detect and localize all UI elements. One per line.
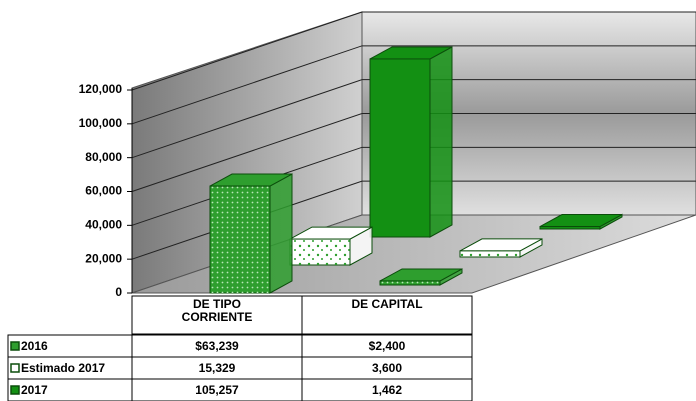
y-tick-label: 20,000 <box>85 251 122 265</box>
bar-texture <box>210 186 270 293</box>
x-tick-label: DE TIPO CORRIENTE <box>181 298 253 324</box>
table-header-cell <box>301 295 473 335</box>
legend-label: 2016 <box>21 339 48 353</box>
y-tick-label: 100,000 <box>79 116 123 130</box>
category-label-box: DE TIPO CORRIENTE <box>181 298 253 324</box>
legend-label: 2017 <box>21 383 48 397</box>
data-label: $63,239 <box>195 339 239 353</box>
bar-side <box>429 46 453 238</box>
data-label: 3,600 <box>372 361 402 375</box>
data-label: 15,329 <box>199 361 236 375</box>
legend-label: Estimado 2017 <box>21 361 105 375</box>
y-tick-label: 80,000 <box>85 150 122 164</box>
grid-line <box>131 11 696 91</box>
y-tick-label: 40,000 <box>85 218 122 232</box>
legend-key <box>10 385 20 395</box>
table-cell <box>301 378 473 401</box>
grid-line <box>131 45 696 125</box>
table-header-cell <box>131 295 303 335</box>
data-label: 105,257 <box>195 383 239 397</box>
bar-texture <box>380 280 440 285</box>
grid-line <box>131 146 696 226</box>
y-tick-label: 120,000 <box>79 82 123 96</box>
data-label: $2,400 <box>369 339 406 353</box>
grid-line <box>131 113 696 192</box>
grid-line <box>131 180 696 260</box>
x-tick-label: DE CAPITAL <box>351 298 423 311</box>
bar-texture <box>460 250 520 257</box>
bar-side <box>269 173 293 294</box>
bar-texture <box>290 239 350 265</box>
y-tick-label: 0 <box>115 285 122 299</box>
data-label: 1,462 <box>372 383 402 397</box>
grid-line <box>131 79 696 159</box>
bar <box>539 226 601 230</box>
y-tick-label: 60,000 <box>85 184 122 198</box>
bar <box>369 58 431 238</box>
legend-key <box>10 341 20 351</box>
category-label-box: DE CAPITAL <box>351 298 423 311</box>
legend-key <box>10 363 20 373</box>
